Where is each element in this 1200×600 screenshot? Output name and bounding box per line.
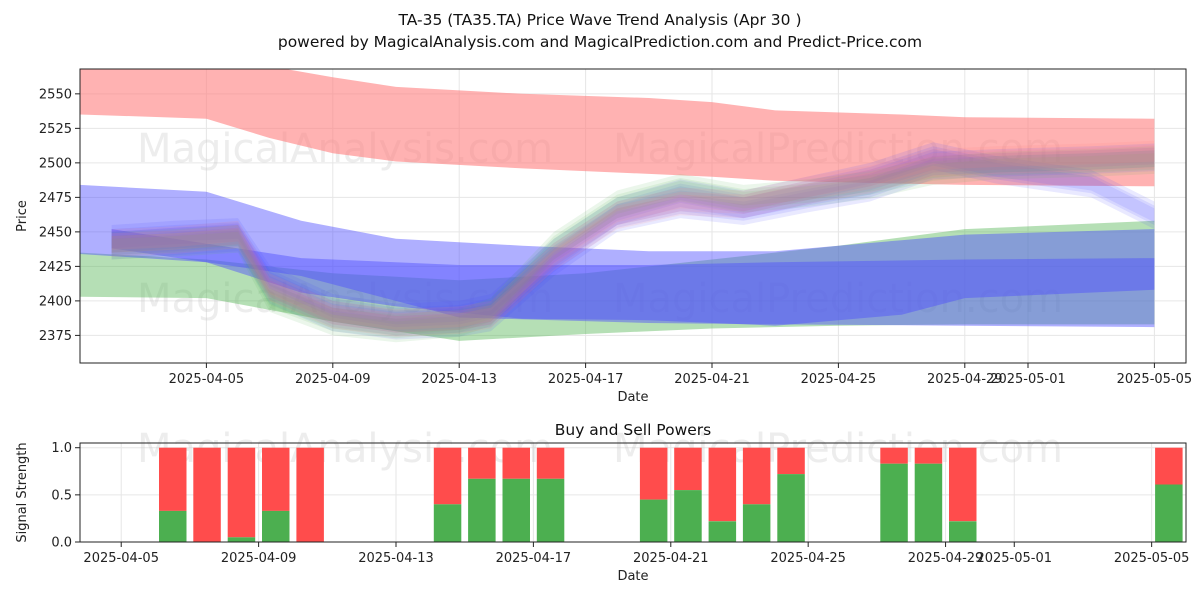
wave-band-red [111, 144, 1155, 333]
sell-power-bar [914, 447, 943, 464]
buy-power-bar [674, 490, 702, 542]
y-tick-label: 2500 [39, 156, 72, 171]
y-tick-label: 2400 [39, 294, 72, 309]
buy-power-bar [742, 504, 771, 542]
buy-power-bar [1155, 484, 1183, 542]
x-tick-label: 2025-04-17 [548, 372, 624, 387]
x-tick-label: 2025-04-25 [801, 372, 877, 387]
wave-band-blue [111, 147, 1155, 336]
x-tick-label: 2025-05-01 [990, 372, 1066, 387]
wave-band-green [111, 146, 1155, 343]
watermark-text: MagicalPrediction.com [613, 276, 1063, 322]
x-tick-label: 2025-05-05 [1117, 372, 1193, 387]
price-wave-chart: MagicalAnalysis.com MagicalPrediction.com… [15, 68, 1193, 405]
trend-band-blue [111, 229, 1155, 328]
sell-power-bar [468, 447, 496, 479]
y-tick-label: 2525 [39, 122, 72, 137]
x-tick-label: 2025-04-21 [633, 551, 709, 566]
buy-sell-chart: MagicalAnalysis.com MagicalPrediction.com… [15, 421, 1189, 584]
sell-power-bar [639, 447, 668, 500]
buy-power-bar [468, 478, 496, 542]
wave-band-green [111, 150, 1155, 339]
sell-power-bar [193, 447, 221, 542]
wave-band-red [111, 140, 1155, 337]
y-tick-label: 2375 [39, 329, 72, 344]
trend-band-green [80, 220, 1155, 341]
buy-power-bar [227, 537, 256, 542]
buy-power-bar [159, 510, 187, 542]
buy-power-bar [914, 463, 943, 542]
x-tick-label: 2025-05-01 [976, 551, 1052, 566]
x-tick-label: 2025-04-13 [358, 551, 434, 566]
sell-power-bar [159, 447, 187, 511]
x-tick-label: 2025-04-25 [770, 551, 846, 566]
x-tick-label: 2025-04-05 [169, 372, 245, 387]
y-tick-label: 2475 [39, 191, 72, 206]
buy-power-bar [949, 521, 977, 542]
y-tick-label: 1.0 [51, 441, 72, 456]
y-tick-label: 2450 [39, 225, 72, 240]
trend-band-blue [80, 184, 1155, 326]
x-tick-label: 2025-04-29 [927, 372, 1003, 387]
buy-power-bar [880, 463, 908, 542]
sell-power-bar [674, 447, 702, 491]
chart-subtitle: powered by MagicalAnalysis.com and Magic… [278, 33, 922, 51]
plot-content: MagicalAnalysis.com MagicalPrediction.com… [80, 69, 1155, 343]
sell-power-bar [1155, 447, 1183, 485]
x-tick-label: 2025-04-21 [674, 372, 750, 387]
sell-power-bar [708, 447, 737, 522]
sell-power-bar [777, 447, 805, 475]
x-tick-label: 2025-04-05 [83, 551, 159, 566]
buy-power-bar [502, 478, 530, 542]
watermark-text: MagicalAnalysis.com [137, 276, 553, 322]
x-axis-title: Date [617, 390, 648, 405]
buy-power-bar [536, 478, 565, 542]
sell-power-bar [433, 447, 462, 505]
sell-power-bar [880, 447, 908, 464]
y-axis-title: Price [15, 200, 30, 232]
sell-power-bar [296, 447, 324, 542]
subplot-title: Buy and Sell Powers [555, 421, 712, 439]
x-tick-label: 2025-04-09 [295, 372, 371, 387]
y-tick-label: 0.5 [51, 488, 72, 503]
y-tick-label: 0.0 [51, 536, 72, 551]
x-tick-label: 2025-05-05 [1114, 551, 1190, 566]
y-axis-title: Signal Strength [15, 442, 30, 542]
x-tick-label: 2025-04-17 [496, 551, 572, 566]
plot-frame [79, 442, 1187, 543]
sell-power-bar [949, 447, 977, 522]
sell-power-bar [262, 447, 290, 511]
buy-power-bar [262, 510, 290, 542]
x-tick-label: 2025-04-13 [421, 372, 497, 387]
buy-power-bar [639, 499, 668, 542]
sell-power-bar [502, 447, 530, 479]
x-tick-label: 2025-04-29 [908, 551, 984, 566]
sell-power-bar [227, 447, 256, 538]
buy-power-bar [777, 474, 805, 542]
sell-power-bar [742, 447, 771, 505]
chart-title: TA-35 (TA35.TA) Price Wave Trend Analysi… [397, 11, 801, 29]
y-tick-label: 2425 [39, 260, 72, 275]
plot-frame [79, 68, 1187, 364]
sell-power-bar [536, 447, 565, 479]
x-tick-label: 2025-04-09 [221, 551, 297, 566]
x-axis-title: Date [617, 569, 648, 584]
buy-power-bar [433, 504, 462, 542]
buy-power-bar [708, 521, 737, 542]
wave-band-blue [111, 143, 1155, 340]
y-tick-label: 2550 [39, 87, 72, 102]
trend-band-red [80, 69, 1155, 187]
